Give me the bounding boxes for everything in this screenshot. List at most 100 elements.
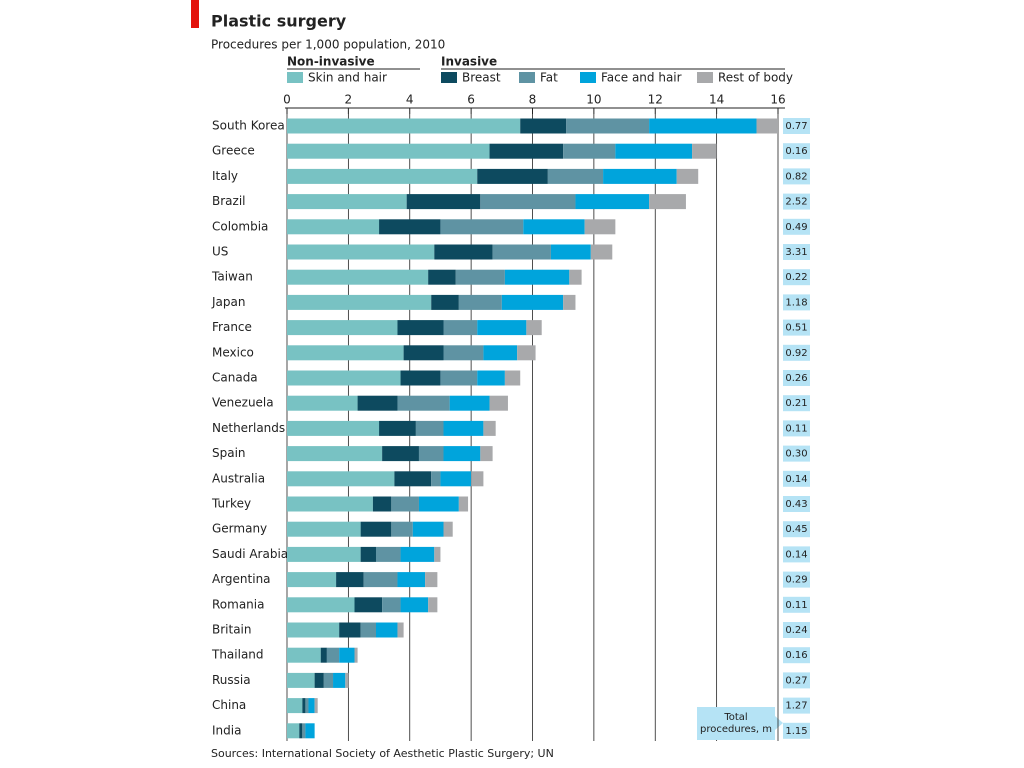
- bar-segment: [563, 143, 616, 159]
- bar-segment: [400, 370, 441, 386]
- bar-segment: [287, 194, 407, 210]
- brand-flag: [191, 0, 199, 28]
- y-tick-label: India: [212, 723, 241, 737]
- y-tick-label: Turkey: [211, 497, 251, 511]
- bar-segment: [443, 420, 484, 436]
- bar-segment: [287, 244, 435, 260]
- bar-segment: [287, 420, 380, 436]
- y-tick-label: Venezuela: [212, 396, 274, 410]
- bar-segment: [443, 521, 453, 537]
- legend-swatch: [580, 72, 596, 83]
- total-label: 0.27: [785, 675, 807, 686]
- bar-segment: [477, 320, 527, 336]
- x-tick-label: 6: [467, 93, 475, 107]
- y-tick-label: Spain: [212, 446, 246, 460]
- bar-segment: [391, 521, 413, 537]
- bar-segment: [649, 194, 686, 210]
- source: Sources: International Society of Aesthe…: [211, 747, 554, 760]
- bar-segment: [287, 294, 432, 310]
- bar-segment: [434, 244, 493, 260]
- bar-segment: [287, 471, 395, 487]
- bar-segment: [584, 219, 616, 235]
- legend-label: Breast: [462, 71, 501, 85]
- bar-segment: [336, 572, 364, 588]
- y-tick-label: US: [212, 245, 228, 259]
- bar-segment: [523, 219, 585, 235]
- x-tick-label: 0: [283, 93, 291, 107]
- bar-segment: [400, 597, 429, 613]
- bar-segment: [357, 395, 398, 411]
- bar-segment: [354, 647, 358, 663]
- bar-segment: [489, 395, 508, 411]
- total-box: [783, 470, 810, 487]
- bar-segment: [501, 294, 564, 310]
- total-label: 1.27: [785, 701, 807, 712]
- total-box: [783, 370, 810, 386]
- total-box: [783, 319, 810, 336]
- total-box: [783, 168, 810, 185]
- total-box: [783, 344, 810, 361]
- bar-segment: [471, 471, 484, 487]
- bar-segment: [415, 420, 444, 436]
- bar-segment: [382, 446, 419, 462]
- total-label: 0.16: [785, 146, 807, 157]
- bar-segment: [287, 168, 478, 184]
- legend-label: Fat: [540, 71, 558, 85]
- bar-segment: [489, 143, 564, 159]
- bar-segment: [440, 370, 478, 386]
- total-label: 0.51: [785, 323, 807, 334]
- total-box: [783, 571, 810, 588]
- total-box: [783, 294, 810, 311]
- total-box: [783, 244, 810, 260]
- total-label: 0.24: [785, 625, 807, 636]
- total-box: [783, 546, 810, 563]
- total-box: [783, 395, 810, 412]
- bar-segment: [323, 672, 334, 688]
- x-tick-label: 4: [406, 93, 414, 107]
- bar-segment: [547, 168, 604, 184]
- bar-segment: [520, 118, 567, 134]
- y-tick-label: Netherlands: [212, 421, 285, 435]
- total-label: 1.15: [785, 726, 807, 737]
- total-label: 1.18: [785, 297, 807, 308]
- bar-segment: [287, 496, 373, 512]
- bar-segment: [375, 622, 398, 638]
- bar-segment: [566, 118, 650, 134]
- bar-segment: [403, 345, 444, 361]
- bar-segment: [287, 521, 361, 537]
- bar-segment: [287, 320, 398, 336]
- legend-label: Rest of body: [718, 71, 793, 85]
- bar-segment: [458, 496, 469, 512]
- bar-segment: [526, 320, 542, 336]
- legend-group-title: Invasive: [441, 55, 497, 69]
- y-tick-label: Taiwan: [211, 270, 253, 284]
- bar-segment: [418, 446, 444, 462]
- bar-segment: [428, 597, 438, 613]
- total-label: 0.92: [785, 348, 807, 359]
- bar-segment: [477, 168, 548, 184]
- total-box: [783, 672, 810, 689]
- y-tick-label: Romania: [212, 597, 264, 611]
- bar-segment: [375, 546, 401, 562]
- total-box: [783, 445, 810, 462]
- total-box: [783, 596, 810, 613]
- bar-segment: [443, 446, 481, 462]
- bar-segment: [287, 698, 303, 714]
- bar-segment: [569, 269, 582, 285]
- bar-segment: [406, 194, 481, 210]
- bar-segment: [397, 395, 450, 411]
- y-tick-label: Britain: [212, 623, 252, 637]
- total-label: 0.45: [785, 524, 807, 535]
- total-box: [783, 118, 810, 134]
- bar-segment: [480, 194, 576, 210]
- bar-segment: [434, 546, 441, 562]
- total-label: 0.16: [785, 650, 807, 661]
- legend-label: Skin and hair: [308, 71, 387, 85]
- bar-segment: [320, 647, 327, 663]
- bar-segment: [354, 597, 383, 613]
- bar-segment: [372, 496, 392, 512]
- bar-segment: [649, 118, 757, 134]
- bar-segment: [287, 118, 521, 134]
- bar-segment: [379, 420, 416, 436]
- bar-segment: [345, 672, 349, 688]
